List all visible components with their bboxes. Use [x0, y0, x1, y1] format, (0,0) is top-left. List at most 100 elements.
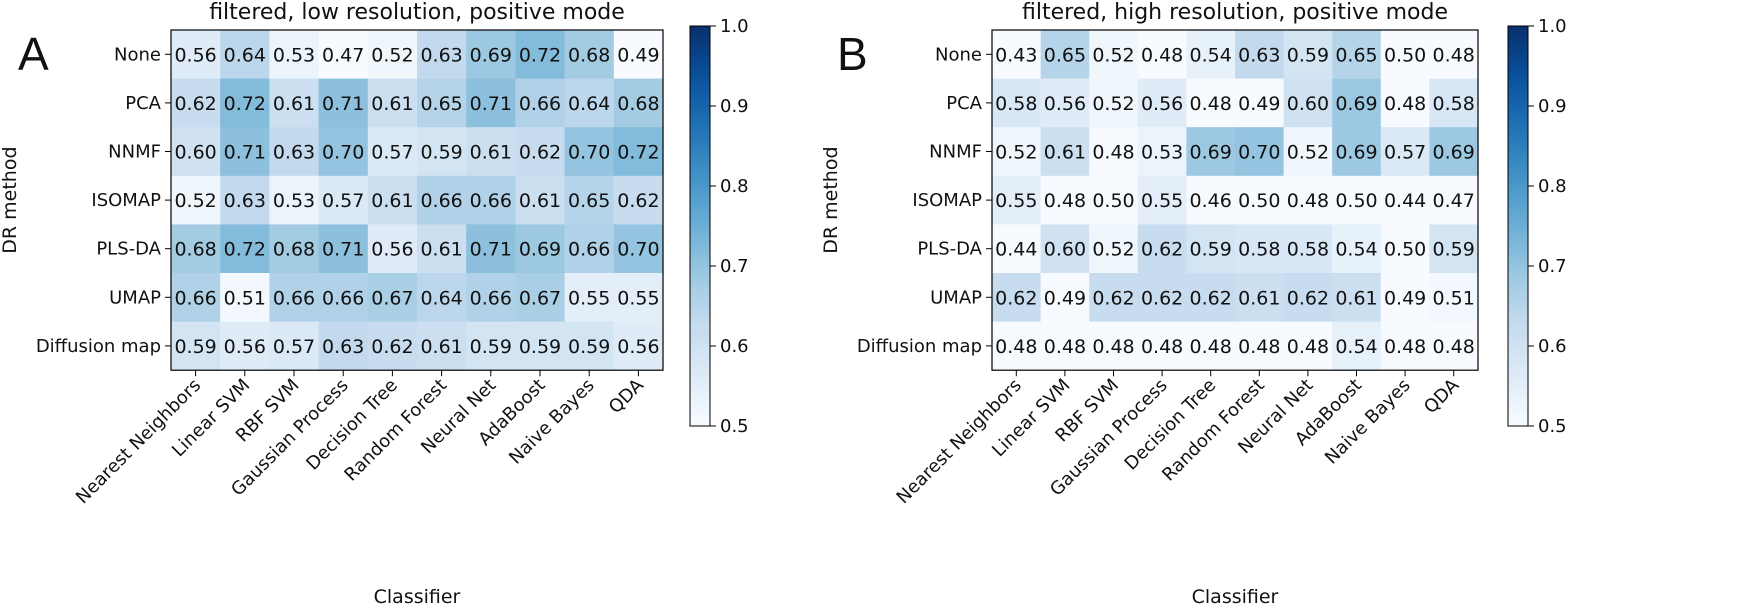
cell-value-label: 0.51	[1433, 287, 1475, 309]
cell-value-label: 0.71	[224, 142, 266, 164]
x-tick-label: QDA	[1420, 374, 1464, 418]
cell-value-label: 0.53	[1141, 142, 1183, 164]
heatmap-cell	[1283, 175, 1333, 225]
cell-value-label: 0.56	[617, 336, 659, 358]
cell-value-label: 0.64	[224, 44, 266, 66]
heatmap-cell	[318, 321, 369, 371]
cell-value-label: 0.53	[273, 44, 315, 66]
heatmap-cell	[1429, 321, 1479, 371]
heatmap-cell	[1089, 127, 1139, 177]
heatmap-cell	[564, 78, 615, 128]
cell-value-label: 0.68	[617, 93, 659, 115]
colorbar-tick-label: 0.5	[1538, 416, 1567, 437]
cell-value-label: 0.50	[1092, 190, 1134, 212]
cell-value-label: 0.57	[322, 190, 364, 212]
heatmap-cell	[318, 78, 369, 128]
heatmap-cell	[220, 30, 270, 80]
cell-value-label: 0.66	[420, 190, 462, 212]
heatmap-cell	[1137, 78, 1187, 128]
colorbar-tick-label: 0.7	[720, 256, 749, 277]
heatmap-cell	[1137, 321, 1187, 371]
chart-title: filtered, high resolution, positive mode	[1022, 0, 1448, 25]
cell-value-label: 0.47	[322, 44, 364, 66]
heatmap-cell	[318, 175, 369, 225]
heatmap-cell	[1429, 78, 1479, 128]
heatmap-cell	[613, 273, 664, 323]
cell-value-label: 0.48	[1433, 44, 1475, 66]
cell-value-label: 0.71	[470, 239, 512, 261]
cell-value-label: 0.70	[322, 142, 364, 164]
heatmap-cell	[1040, 127, 1090, 177]
panel-letter: A	[18, 28, 49, 80]
heatmap-cell	[466, 78, 516, 128]
cell-value-label: 0.66	[174, 287, 216, 309]
cell-value-label: 0.65	[568, 190, 610, 212]
y-tick-label: Diffusion map	[36, 336, 161, 357]
cell-value-label: 0.69	[1433, 142, 1475, 164]
heatmap-cell	[1137, 175, 1187, 225]
cell-value-label: 0.68	[273, 239, 315, 261]
heatmap-cell	[1429, 224, 1479, 274]
heatmap-cell	[564, 30, 615, 80]
cell-value-label: 0.58	[1433, 93, 1475, 115]
heatmap-cell	[269, 78, 320, 128]
cell-value-label: 0.64	[420, 287, 462, 309]
heatmap-cell	[417, 127, 467, 177]
heatmap-cell	[171, 273, 221, 323]
cell-value-label: 0.61	[420, 239, 462, 261]
cell-value-label: 0.48	[1141, 44, 1183, 66]
cell-value-label: 0.59	[420, 142, 462, 164]
heatmap-cell	[1380, 175, 1430, 225]
colorbar-tick-label: 0.6	[720, 336, 749, 357]
cell-value-label: 0.65	[1335, 44, 1377, 66]
cell-value-label: 0.50	[1238, 190, 1280, 212]
colorbar-tick-label: 1.0	[1538, 16, 1567, 37]
cell-value-label: 0.53	[273, 190, 315, 212]
heatmap-cell	[417, 175, 467, 225]
heatmap-cell	[613, 224, 664, 274]
colorbar-tick-label: 0.8	[720, 176, 749, 197]
cell-value-label: 0.69	[1335, 93, 1377, 115]
cell-value-label: 0.61	[519, 190, 561, 212]
cell-value-label: 0.59	[470, 336, 512, 358]
heatmap-cell	[269, 273, 320, 323]
cell-value-label: 0.52	[1092, 93, 1134, 115]
heatmap-cell	[1283, 30, 1333, 80]
heatmap-cell	[220, 78, 270, 128]
heatmap-cell	[1040, 273, 1090, 323]
heatmap-cell	[1380, 224, 1430, 274]
cell-value-label: 0.52	[1092, 44, 1134, 66]
cell-value-label: 0.55	[617, 287, 659, 309]
cell-value-label: 0.71	[322, 239, 364, 261]
heatmap-cell	[220, 273, 270, 323]
cell-value-label: 0.66	[273, 287, 315, 309]
heatmap-cell	[992, 30, 1042, 80]
heatmap-cell	[1235, 127, 1285, 177]
cell-value-label: 0.62	[1141, 287, 1183, 309]
cell-value-label: 0.66	[568, 239, 610, 261]
cell-value-label: 0.48	[1238, 336, 1280, 358]
cell-value-label: 0.62	[1287, 287, 1329, 309]
cell-value-label: 0.65	[420, 93, 462, 115]
heatmap-cell	[1429, 273, 1479, 323]
cell-value-label: 0.66	[519, 93, 561, 115]
heatmap-cell	[1283, 273, 1333, 323]
heatmap-cell	[1235, 321, 1285, 371]
heatmap-cell	[318, 127, 369, 177]
heatmap-cell	[992, 273, 1042, 323]
heatmap-cell	[1283, 321, 1333, 371]
heatmap-cell	[1186, 175, 1236, 225]
y-tick-label: Diffusion map	[857, 336, 982, 357]
x-axis-title: Classifier	[374, 586, 461, 608]
cell-value-label: 0.49	[1238, 93, 1280, 115]
heatmap-cell	[564, 321, 615, 371]
heatmap-cell	[1283, 127, 1333, 177]
heatmap-cell	[1380, 78, 1430, 128]
cell-value-label: 0.69	[1335, 142, 1377, 164]
cell-value-label: 0.66	[470, 190, 512, 212]
heatmap-cell	[515, 127, 566, 177]
cell-value-label: 0.67	[371, 287, 413, 309]
heatmap-cell	[613, 175, 664, 225]
x-tick-label: Naive Bayes	[1321, 375, 1415, 469]
cell-value-label: 0.48	[1190, 93, 1232, 115]
